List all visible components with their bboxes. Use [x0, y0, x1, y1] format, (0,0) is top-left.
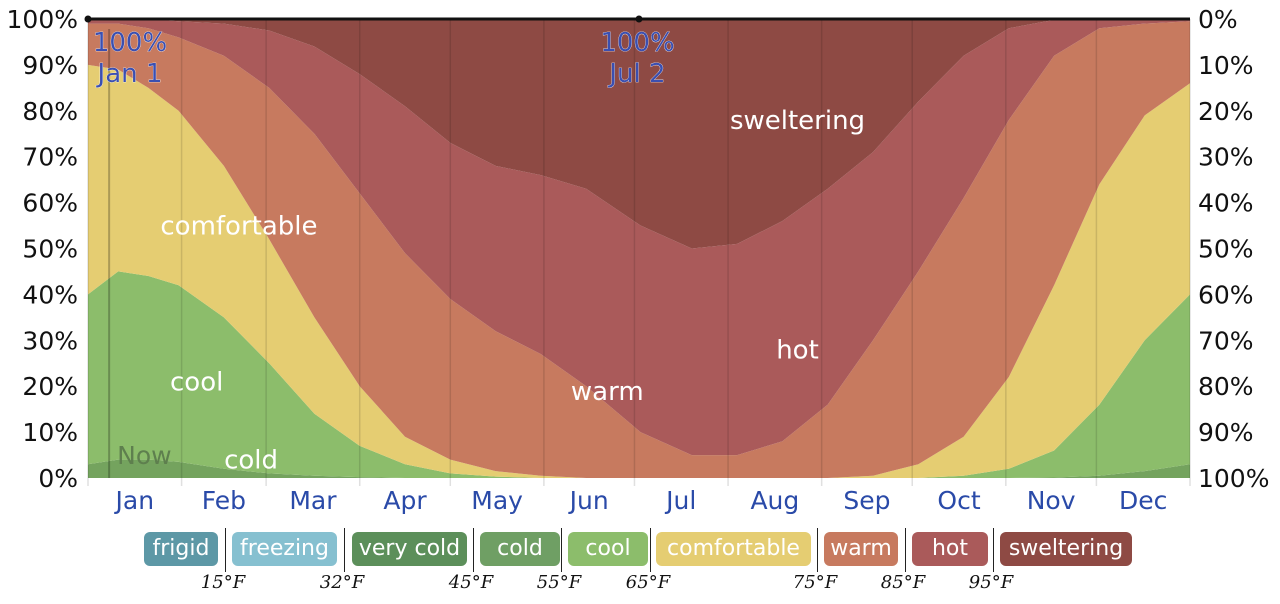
band-label-sweltering: sweltering	[730, 106, 865, 136]
marker-date: Jan 1	[96, 59, 163, 89]
band-label-cool: cool	[170, 368, 223, 398]
y-tick-right: 90%	[1198, 418, 1254, 447]
stacked-area-chart: 0% 10% 20% 30% 40% 50% 60% 70% 80% 90% 100% 100% 90…	[0, 0, 1280, 528]
legend-threshold: 65°F	[626, 572, 670, 593]
legend-threshold: 45°F	[449, 572, 493, 593]
month-label: Jan	[114, 486, 155, 515]
legend-chip-hot: hot	[912, 532, 988, 566]
month-label: Feb	[202, 486, 246, 515]
band-label-cold: cold	[224, 446, 278, 476]
month-label: Aug	[750, 486, 799, 515]
legend-chip-comfortable: comfortable	[656, 532, 811, 566]
now-label: Now	[117, 441, 171, 470]
band-label-comfortable: comfortable	[160, 212, 317, 242]
y-tick-right: 20%	[1198, 97, 1254, 126]
top-axis-mid-dot	[636, 16, 643, 23]
y-tick-right: 40%	[1198, 189, 1254, 218]
band-label-warm: warm	[571, 377, 644, 407]
legend-threshold: 85°F	[881, 572, 925, 593]
legend-chip-cool: cool	[568, 532, 648, 566]
month-label: May	[471, 486, 523, 515]
month-label: Jul	[664, 486, 696, 515]
y-tick-right: 0%	[1198, 5, 1238, 34]
legend-threshold: 75°F	[793, 572, 837, 593]
y-tick-right: 70%	[1198, 326, 1254, 355]
y-tick-left: 50%	[22, 235, 78, 264]
legend-threshold: 15°F	[201, 572, 245, 593]
legend-separator	[561, 528, 562, 572]
temperature-legend: frigid freezing very cold cold cool comfortab…	[0, 528, 1280, 598]
legend-separator	[473, 528, 474, 572]
top-axis-start-dot	[85, 16, 92, 23]
legend-separator	[650, 528, 651, 572]
marker-date: Jul 2	[607, 59, 665, 89]
marker-percent: 100%	[600, 28, 674, 58]
month-label: Dec	[1119, 486, 1167, 515]
y-tick-left: 40%	[22, 280, 78, 309]
legend-chip-frigid: frigid	[144, 532, 218, 566]
legend-separator	[225, 528, 226, 572]
y-tick-right: 30%	[1198, 143, 1254, 172]
y-tick-left: 90%	[22, 51, 78, 80]
y-tick-left: 30%	[22, 326, 78, 355]
legend-chip-freezing: freezing	[232, 532, 337, 566]
legend-separator	[993, 528, 994, 572]
y-tick-right: 60%	[1198, 280, 1254, 309]
legend-chip-warm: warm	[824, 532, 898, 566]
legend-separator	[905, 528, 906, 572]
y-tick-left: 70%	[22, 143, 78, 172]
y-tick-right: 10%	[1198, 51, 1254, 80]
marker-percent: 100%	[93, 28, 167, 58]
month-label: Nov	[1027, 486, 1076, 515]
legend-threshold: 32°F	[320, 572, 364, 593]
month-label: Sep	[843, 486, 890, 515]
legend-separator	[344, 528, 345, 572]
y-tick-right: 80%	[1198, 372, 1254, 401]
y-tick-left: 10%	[22, 418, 78, 447]
legend-chip-very-cold: very cold	[352, 532, 467, 566]
month-label: Oct	[937, 486, 980, 515]
y-tick-right: 50%	[1198, 235, 1254, 264]
y-tick-left: 80%	[22, 97, 78, 126]
y-tick-right: 100%	[1198, 464, 1269, 493]
band-label-hot: hot	[776, 335, 819, 365]
legend-chip-sweltering: sweltering	[1000, 532, 1132, 566]
month-label: Mar	[289, 486, 337, 515]
month-label: Jun	[568, 486, 609, 515]
legend-threshold: 55°F	[537, 572, 581, 593]
legend-separator	[817, 528, 818, 572]
y-tick-left: 0%	[38, 464, 78, 493]
legend-chip-cold: cold	[480, 532, 560, 566]
month-label: Apr	[383, 486, 427, 515]
y-tick-left: 60%	[22, 189, 78, 218]
y-tick-left: 20%	[22, 372, 78, 401]
y-tick-left: 100%	[7, 5, 78, 34]
legend-threshold: 95°F	[969, 572, 1013, 593]
